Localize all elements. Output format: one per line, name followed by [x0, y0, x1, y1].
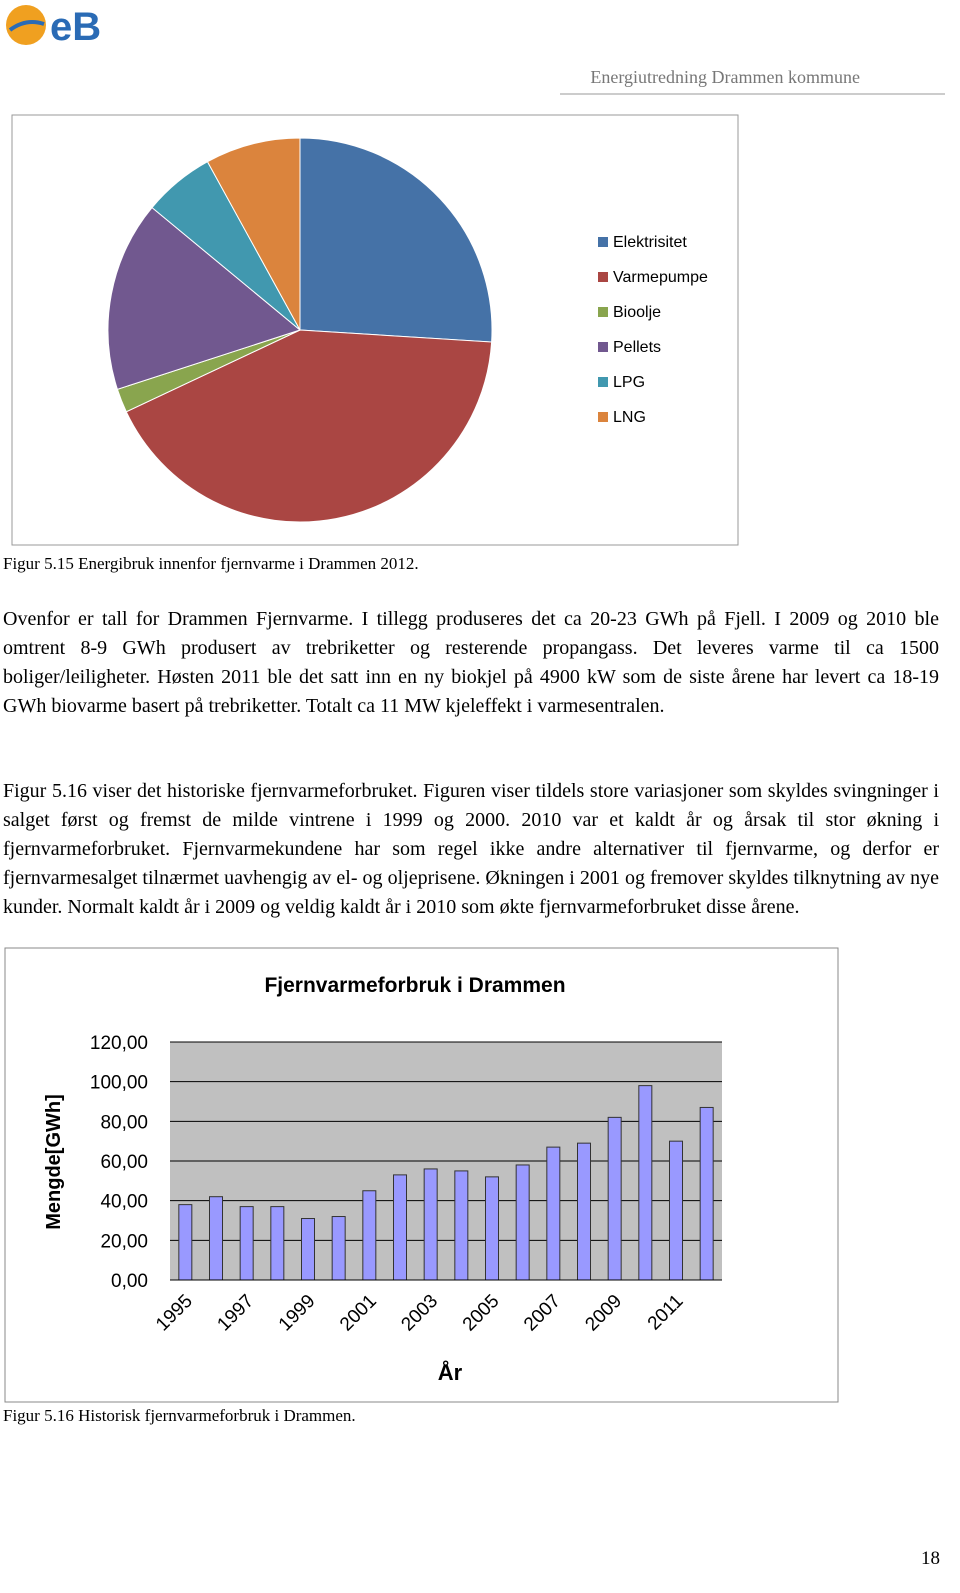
- x-axis-label: År: [438, 1359, 463, 1385]
- legend-swatch: [598, 342, 608, 352]
- caption: Figur 5.15 Energibruk innenfor fjernvarm…: [3, 554, 419, 573]
- pie-slice: [206, 137, 301, 331]
- legend-label: Elektrisitet: [613, 234, 687, 251]
- y-axis-label: Mengde[GWh]: [43, 1094, 65, 1230]
- legend-label: LNG: [613, 409, 646, 426]
- bar: [546, 1146, 561, 1281]
- legend-label: Varmepumpe: [613, 269, 708, 286]
- bar: [301, 1218, 315, 1281]
- bar: [362, 1190, 377, 1281]
- legend-swatch: [598, 307, 608, 317]
- legend-label: Bioolje: [613, 304, 661, 321]
- y-tick-label: 80,00: [100, 1112, 148, 1133]
- bar: [638, 1085, 653, 1281]
- logo: eB: [6, 5, 101, 49]
- bar: [607, 1116, 622, 1281]
- legend-swatch: [598, 412, 608, 422]
- legend-swatch: [598, 272, 608, 282]
- paragraph: Ovenfor er tall for Drammen Fjernvarme. …: [3, 608, 939, 717]
- legend-label: LPG: [613, 374, 645, 391]
- bar: [239, 1206, 254, 1281]
- legend-swatch: [598, 377, 608, 387]
- bar: [423, 1168, 438, 1281]
- bar: [699, 1106, 714, 1281]
- pie-slice: [107, 206, 302, 390]
- bar: [485, 1176, 499, 1281]
- bar: [178, 1204, 193, 1281]
- bar: [577, 1142, 591, 1281]
- legend-swatch: [598, 237, 608, 247]
- pie-slice: [125, 329, 493, 523]
- y-tick-label: 60,00: [100, 1152, 148, 1173]
- bar: [454, 1170, 469, 1281]
- chart-title: Fjernvarmeforbruk i Drammen: [264, 974, 565, 997]
- bar: [331, 1216, 346, 1281]
- y-tick-label: 40,00: [100, 1192, 148, 1213]
- logo-swoosh: [8, 20, 45, 32]
- logo-text: eB: [50, 5, 101, 49]
- pie-chart: Elektrisitet Varmepumpe Bioolje Pellets LPG L…: [107, 137, 708, 523]
- pie-slice: [299, 137, 493, 343]
- y-tick-label: 0,00: [111, 1271, 148, 1292]
- caption: Figur 5.16 Historisk fjernvarmeforbruk i…: [3, 1406, 356, 1425]
- header-title: Energiutredning Drammen kommune: [590, 67, 860, 87]
- bar: [270, 1206, 285, 1281]
- bar: [393, 1174, 407, 1281]
- y-tick-label: 120,00: [90, 1033, 148, 1054]
- logo-mark: [6, 5, 46, 45]
- y-tick-label: 100,00: [90, 1073, 148, 1094]
- bar: [209, 1196, 223, 1281]
- bar: [515, 1164, 530, 1281]
- y-tick-label: 20,00: [100, 1231, 148, 1252]
- bar: [669, 1140, 683, 1281]
- legend-label: Pellets: [613, 339, 661, 356]
- paragraph: Figur 5.16 viser det historiske fjernvar…: [3, 780, 939, 918]
- page-number: 18: [921, 1548, 940, 1569]
